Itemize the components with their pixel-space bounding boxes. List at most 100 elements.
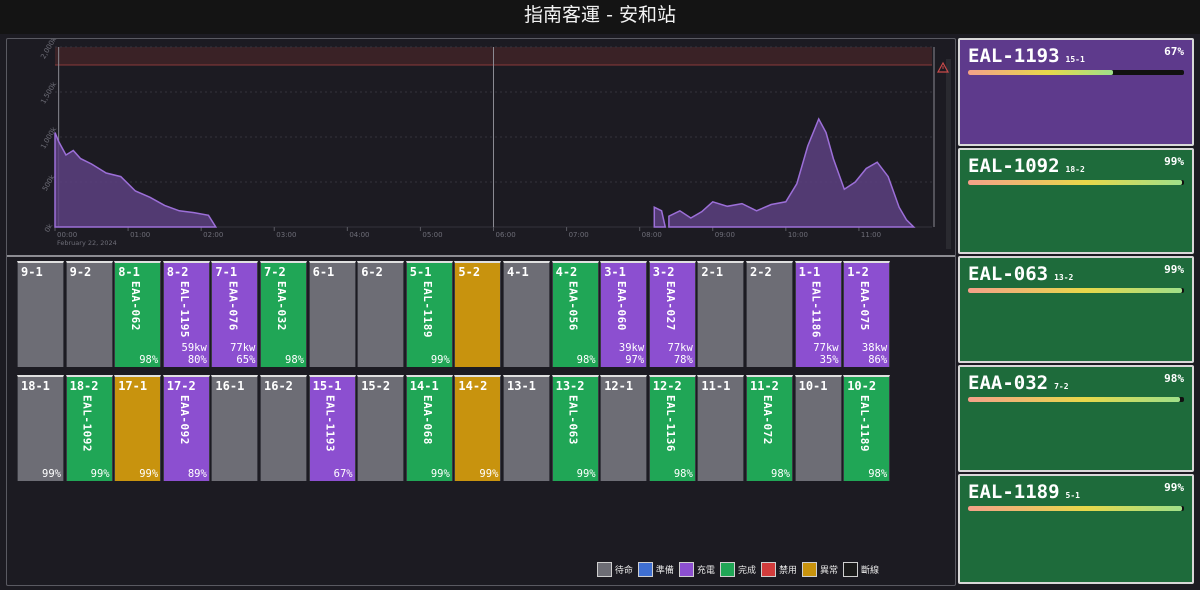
card-progress-bar xyxy=(968,397,1184,402)
bay-5-1[interactable]: 5-1 EAL-1189 99% xyxy=(405,261,453,367)
bay-label: 7-1 xyxy=(215,265,238,279)
bay-2-1[interactable]: 2-1 xyxy=(697,261,745,367)
bay-label: 7-2 xyxy=(264,265,286,279)
date-label: February 22, 2024 xyxy=(57,239,117,247)
vehicle-card[interactable]: EAA-032 7-2 98% xyxy=(958,365,1194,472)
bay-8-2[interactable]: 8-2 EAL-1195 59kw 80% xyxy=(162,261,210,367)
bay-6-2[interactable]: 6-2 xyxy=(357,261,405,367)
bay-12-2[interactable]: 12-2 EAL-1136 98% xyxy=(648,375,696,481)
bay-soc-percent: 99% xyxy=(139,468,159,480)
x-tick-label: 04:00 xyxy=(349,231,369,239)
bay-soc-percent: 98% xyxy=(139,354,159,366)
bay-11-2[interactable]: 11-2 EAA-072 98% xyxy=(746,375,793,481)
bay-label: 8-1 xyxy=(118,265,140,279)
bay-17-2[interactable]: 17-2 EAA-092 89% xyxy=(162,375,210,481)
main-panel: 2,000k 1,500k 1,000k 500k 0k 00:00 01:00 02:00 0… xyxy=(6,38,956,586)
bay-5-2[interactable]: 5-2 xyxy=(454,261,502,367)
bay-16-1[interactable]: 16-1 xyxy=(211,375,259,481)
legend-item-abnormal: 異常 xyxy=(801,562,838,577)
bay-label: 18-2 xyxy=(69,379,99,393)
card-vehicle-id: EAL-1193 15-1 xyxy=(968,45,1085,67)
card-soc-percent: 99% xyxy=(1164,481,1184,494)
bay-power: 77kw xyxy=(230,342,256,354)
bay-vehicle-id: EAL-1186 xyxy=(809,281,823,338)
bay-15-1[interactable]: 15-1 EAL-1193 67% xyxy=(308,375,356,481)
vehicle-card-list: EAL-1193 15-1 67% EAL-1092 18-2 99% EAL-063 13-… xyxy=(958,38,1194,586)
bay-label: 1-2 xyxy=(847,265,869,279)
bay-3-2[interactable]: 3-2 EAA-027 77kw 78% xyxy=(648,261,696,367)
bay-7-2[interactable]: 7-2 EAA-032 98% xyxy=(260,261,307,367)
y-tick-label: 0k xyxy=(43,222,55,234)
bay-soc-percent: 65% xyxy=(236,354,256,366)
bay-12-1[interactable]: 12-1 xyxy=(600,375,648,481)
legend-swatch xyxy=(801,562,817,577)
bay-label: 16-1 xyxy=(215,379,245,393)
bay-9-1[interactable]: 9-1 xyxy=(17,261,64,367)
bay-vehicle-id: EAA-092 xyxy=(177,395,191,445)
bay-1-1[interactable]: 1-1 EAL-1186 77kw 35% xyxy=(794,261,842,367)
vehicle-card[interactable]: EAL-1193 15-1 67% xyxy=(958,38,1194,146)
x-tick-label: 06:00 xyxy=(496,231,516,239)
legend-item-done: 完成 xyxy=(719,562,756,577)
bay-14-1[interactable]: 14-1 EAA-068 99% xyxy=(405,375,453,481)
bay-18-1[interactable]: 18-1 99% xyxy=(17,375,64,481)
card-vehicle-text: EAL-063 xyxy=(968,263,1049,285)
card-progress-fill xyxy=(968,70,1113,75)
x-tick-label: 08:00 xyxy=(642,231,662,239)
legend-label: 充電 xyxy=(696,566,715,576)
bay-15-2[interactable]: 15-2 xyxy=(357,375,405,481)
bay-label: 12-1 xyxy=(604,379,634,393)
card-bay-label: 18-2 xyxy=(1065,165,1085,174)
bay-13-1[interactable]: 13-1 xyxy=(503,375,550,481)
card-progress-fill xyxy=(968,506,1182,511)
bay-label: 10-2 xyxy=(847,379,877,393)
legend-label: 異常 xyxy=(819,566,838,576)
bay-power: 77kw xyxy=(667,342,693,354)
bay-2-2[interactable]: 2-2 xyxy=(746,261,793,367)
bay-6-1[interactable]: 6-1 xyxy=(308,261,356,367)
bay-soc-percent: 98% xyxy=(771,468,790,480)
bay-label: 8-2 xyxy=(166,265,189,279)
bay-4-1[interactable]: 4-1 xyxy=(503,261,550,367)
vehicle-card[interactable]: EAL-063 13-2 99% xyxy=(958,256,1194,363)
bay-7-1[interactable]: 7-1 EAA-076 77kw 65% xyxy=(211,261,259,367)
bay-vehicle-id: EAA-075 xyxy=(858,281,872,331)
chart-scrollbar[interactable] xyxy=(946,59,951,249)
x-tick-label: 11:00 xyxy=(861,231,881,239)
page-title: 指南客運 - 安和站 xyxy=(0,0,1200,34)
bay-label: 4-2 xyxy=(555,265,578,279)
bay-11-1[interactable]: 11-1 xyxy=(697,375,745,481)
bay-soc-percent: 80% xyxy=(187,354,207,366)
bay-3-1[interactable]: 3-1 EAA-060 39kw 97% xyxy=(600,261,648,367)
bay-soc-percent: 86% xyxy=(868,354,888,366)
bay-label: 10-1 xyxy=(798,379,828,393)
bay-14-2[interactable]: 14-2 99% xyxy=(454,375,502,481)
bay-16-2[interactable]: 16-2 xyxy=(260,375,307,481)
vehicle-card[interactable]: EAL-1189 5-1 99% xyxy=(958,474,1194,584)
bay-10-2[interactable]: 10-2 EAL-1189 98% xyxy=(843,375,891,481)
power-chart: 2,000k 1,500k 1,000k 500k 0k 00:00 01:00 02:00 0… xyxy=(7,39,955,257)
bay-10-1[interactable]: 10-1 xyxy=(794,375,842,481)
card-progress-bar xyxy=(968,506,1184,511)
bay-soc-percent: 67% xyxy=(333,468,353,480)
bay-vehicle-id: EAL-1193 xyxy=(323,395,337,452)
bay-1-2[interactable]: 1-2 EAA-075 38kw 86% xyxy=(843,261,891,367)
bay-13-2[interactable]: 13-2 EAL-063 99% xyxy=(551,375,599,481)
bay-4-2[interactable]: 4-2 EAA-056 98% xyxy=(551,261,599,367)
card-vehicle-id: EAL-1189 5-1 xyxy=(968,481,1080,503)
card-bay-label: 7-2 xyxy=(1054,382,1069,391)
legend-item-offline: 斷線 xyxy=(842,562,879,577)
card-vehicle-text: EAL-1092 xyxy=(968,155,1060,177)
card-soc-percent: 98% xyxy=(1164,372,1184,385)
bay-8-1[interactable]: 8-1 EAA-062 98% xyxy=(114,261,162,367)
vehicle-card[interactable]: EAL-1092 18-2 99% xyxy=(958,148,1194,254)
bay-vehicle-id: EAA-062 xyxy=(129,281,143,331)
status-legend: 待命 準備 充電 完成 禁用 異常 斷線 xyxy=(595,562,879,577)
bay-17-1[interactable]: 17-1 99% xyxy=(114,375,162,481)
bay-vehicle-id: EAA-032 xyxy=(275,281,288,331)
bay-label: 5-1 xyxy=(409,265,432,279)
bay-vehicle-id: EAL-1189 xyxy=(420,281,434,338)
card-soc-percent: 99% xyxy=(1164,263,1184,276)
bay-9-2[interactable]: 9-2 xyxy=(65,261,113,367)
bay-18-2[interactable]: 18-2 EAL-1092 99% xyxy=(65,375,113,481)
